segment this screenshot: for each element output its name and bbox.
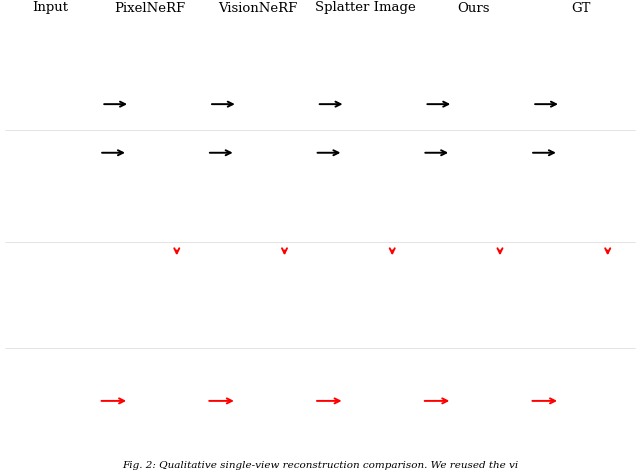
Bar [421,131,526,185]
Bar [259,363,310,439]
Bar [98,75,203,129]
Bar [421,75,526,129]
Bar [529,363,580,439]
Text: Ours: Ours [457,1,490,14]
Bar [529,75,634,129]
Bar [314,187,418,240]
Bar [6,257,95,333]
Bar [529,257,580,333]
Bar [98,20,203,73]
Bar [314,131,418,185]
Bar [314,363,365,439]
Bar [205,75,310,129]
Bar [314,257,365,333]
Text: PixelNeRF: PixelNeRF [115,1,186,14]
Bar [474,257,526,333]
Bar [98,257,150,333]
Bar [151,363,203,439]
Bar [205,363,257,439]
Bar [529,20,634,73]
Bar [421,363,473,439]
Bar [98,363,150,439]
Text: GT: GT [572,1,591,14]
Bar [367,363,418,439]
Text: VisionNeRF: VisionNeRF [218,1,298,14]
Bar [6,34,95,114]
Text: Splatter Image: Splatter Image [316,1,416,14]
Bar [421,187,526,240]
Bar [151,257,203,333]
Bar [98,187,203,240]
Bar [205,187,310,240]
Bar [529,187,634,240]
Bar [582,363,634,439]
Bar [474,363,526,439]
Bar [6,146,95,226]
Bar [582,257,634,333]
Bar [314,20,418,73]
Bar [205,20,310,73]
Bar [6,363,95,439]
Bar [205,257,257,333]
Bar [98,131,203,185]
Bar [421,20,526,73]
Text: Input: Input [33,1,68,14]
Bar [529,131,634,185]
Bar [421,257,473,333]
Text: Fig. 2: Qualitative single-view reconstruction comparison. We reused the vi: Fig. 2: Qualitative single-view reconstr… [122,460,518,469]
Bar [367,257,418,333]
Bar [259,257,310,333]
Bar [314,75,418,129]
Bar [205,131,310,185]
